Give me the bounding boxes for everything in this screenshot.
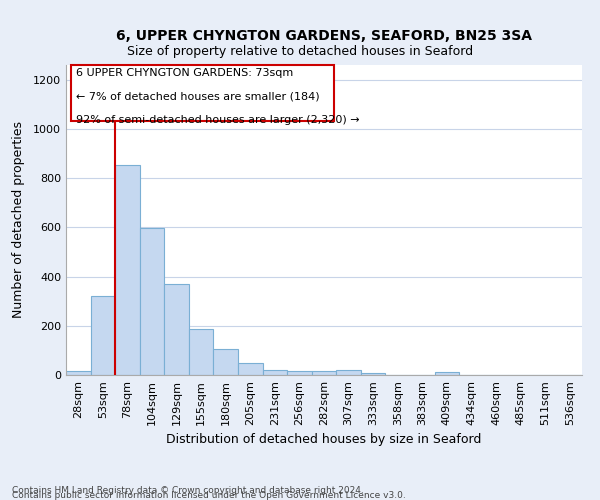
Bar [115,164,140,375]
FancyBboxPatch shape [71,65,334,121]
Bar [361,373,385,375]
Title: 6, UPPER CHYNGTON GARDENS, SEAFORD, BN25 3SA: 6, UPPER CHYNGTON GARDENS, SEAFORD, BN25… [116,29,532,43]
Text: Size of property relative to detached houses in Seaford: Size of property relative to detached ho… [127,45,473,58]
Bar [312,370,336,375]
Bar [238,364,263,375]
Bar [164,284,189,375]
Bar [66,370,91,375]
Bar [189,330,214,375]
Bar [263,370,287,375]
Text: Contains public sector information licensed under the Open Government Licence v3: Contains public sector information licen… [12,491,406,500]
X-axis label: Distribution of detached houses by size in Seaford: Distribution of detached houses by size … [166,434,482,446]
Bar [336,370,361,375]
Text: 6 UPPER CHYNGTON GARDENS: 73sqm: 6 UPPER CHYNGTON GARDENS: 73sqm [76,68,293,78]
Bar [91,296,115,375]
Bar [214,348,238,375]
Text: Contains HM Land Registry data © Crown copyright and database right 2024.: Contains HM Land Registry data © Crown c… [12,486,364,495]
Text: 92% of semi-detached houses are larger (2,320) →: 92% of semi-detached houses are larger (… [76,114,360,124]
Text: ← 7% of detached houses are smaller (184): ← 7% of detached houses are smaller (184… [76,92,320,102]
Bar [287,370,312,375]
Y-axis label: Number of detached properties: Number of detached properties [11,122,25,318]
Bar [140,228,164,375]
Bar [434,372,459,375]
